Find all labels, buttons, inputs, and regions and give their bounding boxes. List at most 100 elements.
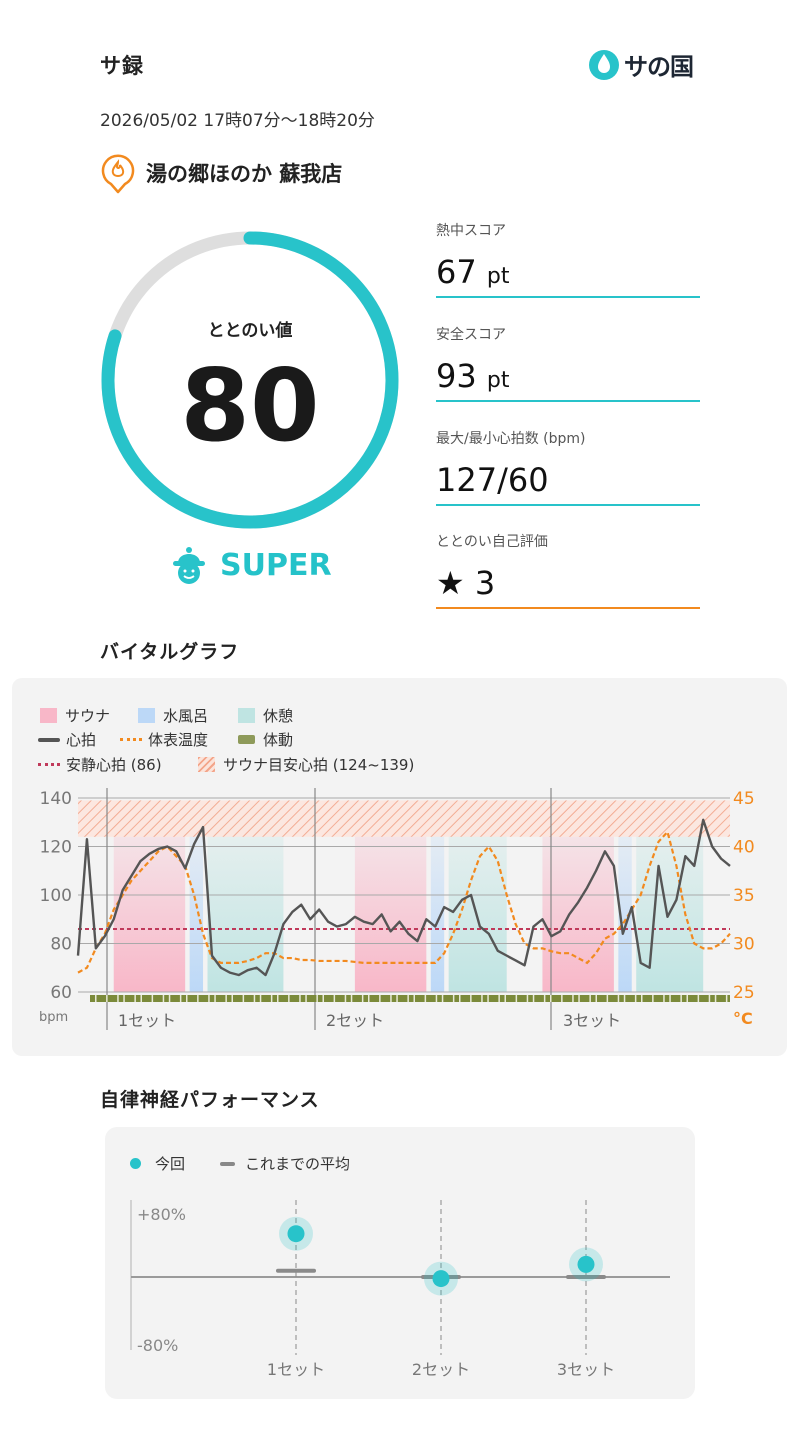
divider (436, 400, 700, 402)
motion-gap (288, 995, 290, 1002)
metric-label: ととのい自己評価 (436, 534, 548, 550)
y-top-label: +80% (137, 1205, 186, 1224)
motion-gap (197, 995, 199, 1002)
motion-gap (578, 995, 580, 1002)
motion-gap (168, 995, 171, 1002)
legend-label: サウナ (65, 707, 111, 725)
motion-gap (162, 995, 165, 1002)
swatch (120, 738, 142, 741)
swatch (198, 757, 215, 772)
average-marker (276, 1268, 316, 1273)
set-label: 2セット (326, 1011, 384, 1030)
motion-gap (299, 995, 301, 1002)
average-marker (566, 1275, 606, 1279)
ans-title: 自律神経パフォーマンス (100, 1089, 320, 1111)
motion-gap (277, 995, 279, 1002)
swatch (38, 737, 60, 742)
totonoi-label: ととのい値 (207, 321, 293, 341)
set-label: 3セット (563, 1011, 621, 1030)
legend-temp: 体表温度 (120, 729, 208, 750)
motion-gap (214, 995, 216, 1002)
legend-sauna: サウナ (40, 705, 110, 726)
motion-gap (350, 995, 353, 1002)
current-point (577, 1255, 595, 1273)
y-right-unit: °C (733, 1009, 753, 1028)
metric-value: ★ 3 (436, 563, 700, 607)
y-right-tick: 30 (733, 935, 755, 955)
page-title: サ録 (100, 54, 144, 78)
motion-gap (708, 995, 711, 1002)
motion-gap (641, 995, 643, 1002)
y-left-tick: 60 (50, 983, 72, 1003)
ans-card (105, 1127, 695, 1399)
motion-gap (669, 995, 671, 1002)
set-label: 1セット (267, 1360, 325, 1379)
motion-gap (424, 995, 427, 1002)
ans-legend-current: 今回 (130, 1153, 185, 1174)
metric-heat-score: 熱中スコア 67 pt (436, 220, 700, 298)
motion-gap (270, 995, 273, 1002)
y-left-tick: 120 (40, 838, 72, 858)
motion-gap (459, 995, 461, 1002)
motion-gap (686, 995, 688, 1002)
set-label: 2セット (412, 1360, 470, 1379)
motion-gap (561, 995, 563, 1002)
y-right-tick: 40 (733, 838, 755, 858)
motion-gap (532, 995, 535, 1002)
legend-label: 水風呂 (163, 707, 209, 725)
motion-gap (623, 995, 626, 1002)
swatch (238, 735, 255, 744)
phase-band (430, 802, 445, 992)
legend-rest: 休憩 (238, 705, 293, 726)
vital-chart: 140 120 100 80 60 bpm 45 40 35 30 25 °C 1セット 2セット 3セット (39, 788, 755, 1030)
divider (436, 504, 700, 506)
motion-gap (305, 995, 307, 1002)
motion-gap (123, 995, 125, 1002)
facility[interactable]: 湯の郷ほのか 蘇我店 (100, 152, 342, 194)
metric-safety-score: 安全スコア 93 pt (436, 324, 700, 402)
motion-gap (259, 995, 262, 1002)
legend-label: 休憩 (263, 707, 294, 725)
y-left-tick: 80 (50, 935, 72, 955)
motion-gap (225, 995, 227, 1002)
motion-gap (697, 995, 700, 1002)
swatch (220, 1161, 235, 1166)
metric-value: 93 pt (436, 356, 700, 400)
motion-gap (470, 995, 472, 1002)
legend-target: サウナ目安心拍 (124~139) (198, 754, 414, 775)
motion-gap (253, 995, 256, 1002)
metric-number: ★ 3 (436, 564, 496, 602)
motion-gap (663, 995, 665, 1002)
legend-label: 今回 (155, 1155, 186, 1173)
motion-gap (504, 995, 506, 1002)
legend-label: 体表温度 (148, 731, 209, 749)
motion-gap (179, 995, 182, 1002)
grade-text: SUPER (220, 547, 332, 583)
metric-unit: pt (486, 264, 510, 289)
motion-gap (95, 995, 97, 1002)
motion-gap (140, 995, 142, 1002)
swatch (138, 708, 155, 723)
motion-gap (117, 995, 119, 1002)
motion-gap (606, 995, 609, 1002)
motion-gap (390, 995, 392, 1002)
target-hr-band (78, 800, 730, 837)
legend-label: 心拍 (66, 731, 97, 749)
metric-value: 127/60 (436, 460, 700, 504)
set-label: 3セット (557, 1360, 615, 1379)
metric-label: 最大/最小心拍数 (bpm) (436, 431, 586, 447)
motion-gap (344, 995, 347, 1002)
motion-gap (106, 995, 108, 1002)
motion-gap (441, 995, 444, 1002)
motion-gap (714, 995, 717, 1002)
y-right-tick: 35 (733, 886, 755, 906)
divider (436, 607, 700, 609)
ans-legend-average: これまでの平均 (220, 1153, 350, 1174)
swatch (238, 708, 255, 723)
motion-gap (487, 995, 489, 1002)
motion-gap (231, 995, 233, 1002)
divider (436, 296, 700, 298)
metric-self-rating: ととのい自己評価 ★ 3 (436, 531, 700, 609)
y-left-tick: 100 (40, 886, 72, 906)
vital-graph-title: バイタルグラフ (100, 641, 240, 663)
